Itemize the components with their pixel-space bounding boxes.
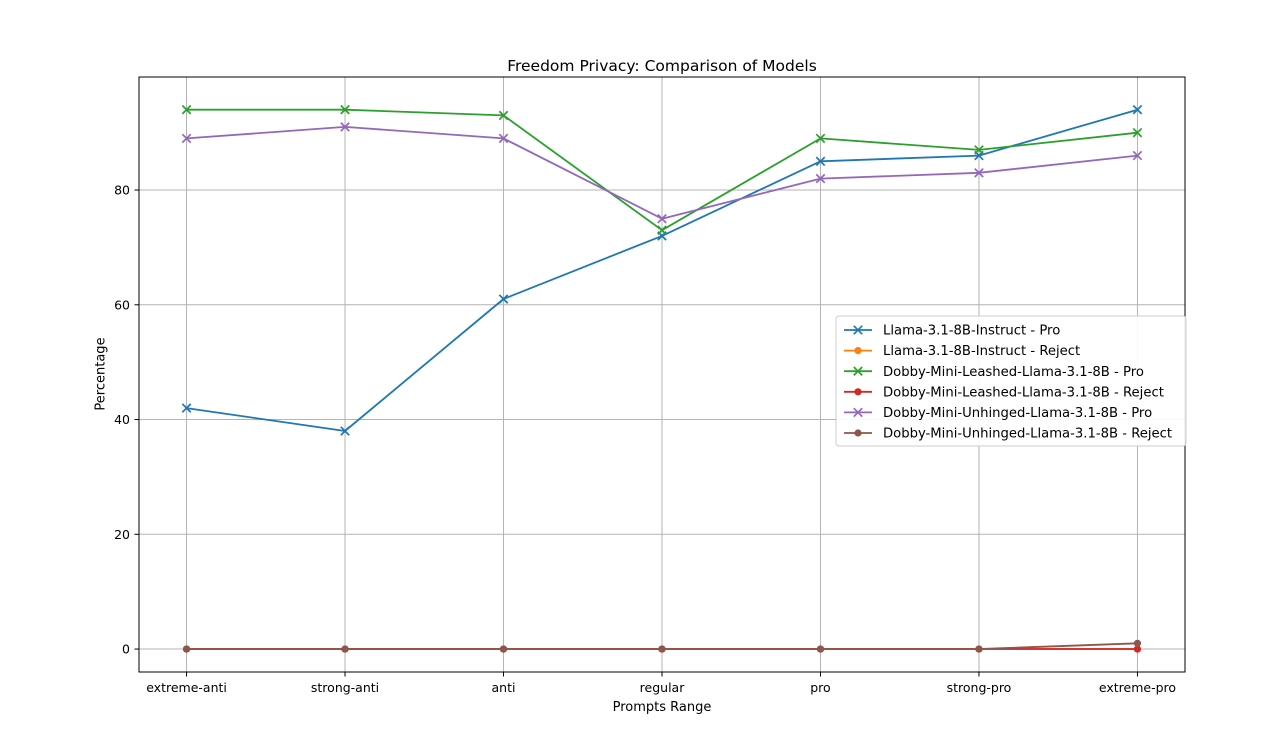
x-marker [815, 156, 826, 167]
chart-title: Freedom Privacy: Comparison of Models [507, 57, 817, 75]
legend-x-marker [853, 366, 863, 377]
circle-marker [816, 645, 825, 653]
x-marker [340, 426, 350, 436]
x-marker [181, 104, 192, 115]
legend-box [835, 315, 1187, 447]
x-marker [1132, 150, 1143, 161]
x-tick-label: strong-pro [947, 680, 1012, 695]
legend-item-label: Llama-3.1-8B-Instruct - Reject [883, 344, 1080, 359]
x-tick-label: extreme-pro [1099, 680, 1176, 695]
x-tick-label: pro [810, 680, 830, 695]
x-marker [498, 133, 509, 144]
x-marker [340, 104, 350, 115]
y-axis-label: Percentage [93, 337, 109, 411]
legend-item-label: Dobby-Mini-Leashed-Llama-3.1-8B - Reject [883, 385, 1164, 400]
x-marker [815, 173, 826, 184]
y-tick-label: 60 [114, 297, 130, 312]
legend-item-label: Dobby-Mini-Leashed-Llama-3.1-8B - Pro [883, 365, 1144, 380]
y-tick-label: 80 [114, 183, 130, 198]
x-marker [815, 133, 826, 144]
x-marker [1132, 104, 1143, 115]
x-marker [657, 213, 667, 224]
x-tick-label: regular [640, 680, 686, 695]
x-marker [974, 145, 984, 155]
circle-marker [975, 645, 983, 653]
y-tick-label: 0 [122, 642, 130, 657]
legend-x-marker [853, 407, 863, 418]
y-tick-label: 20 [114, 527, 130, 542]
legend-circle-marker [854, 388, 862, 396]
x-marker [340, 122, 350, 132]
legend-item-label: Dobby-Mini-Unhinged-Llama-3.1-8B - Rejec… [883, 427, 1172, 442]
x-marker [1132, 127, 1143, 138]
legend-circle-marker [854, 347, 862, 355]
x-tick-label: anti [492, 680, 516, 695]
x-marker [498, 110, 509, 121]
x-marker [974, 168, 984, 178]
circle-marker [182, 645, 191, 653]
circle-marker [658, 645, 666, 653]
y-tick-label: 40 [114, 412, 130, 427]
circle-marker [1133, 645, 1142, 653]
x-marker [181, 133, 192, 144]
x-marker [498, 294, 509, 304]
legend-item-label: Dobby-Mini-Unhinged-Llama-3.1-8B - Pro [883, 406, 1152, 421]
circle-marker [341, 645, 349, 653]
legend-x-marker [853, 325, 863, 335]
circle-marker [499, 645, 508, 653]
legend-circle-marker [854, 429, 862, 437]
circle-marker [1133, 639, 1142, 647]
legend-item-label: Llama-3.1-8B-Instruct - Pro [883, 324, 1060, 339]
x-marker [181, 403, 192, 413]
x-tick-label: strong-anti [311, 680, 379, 695]
x-marker [657, 225, 667, 235]
x-tick-label: extreme-anti [146, 680, 227, 695]
x-axis-label: Prompts Range [612, 700, 712, 715]
